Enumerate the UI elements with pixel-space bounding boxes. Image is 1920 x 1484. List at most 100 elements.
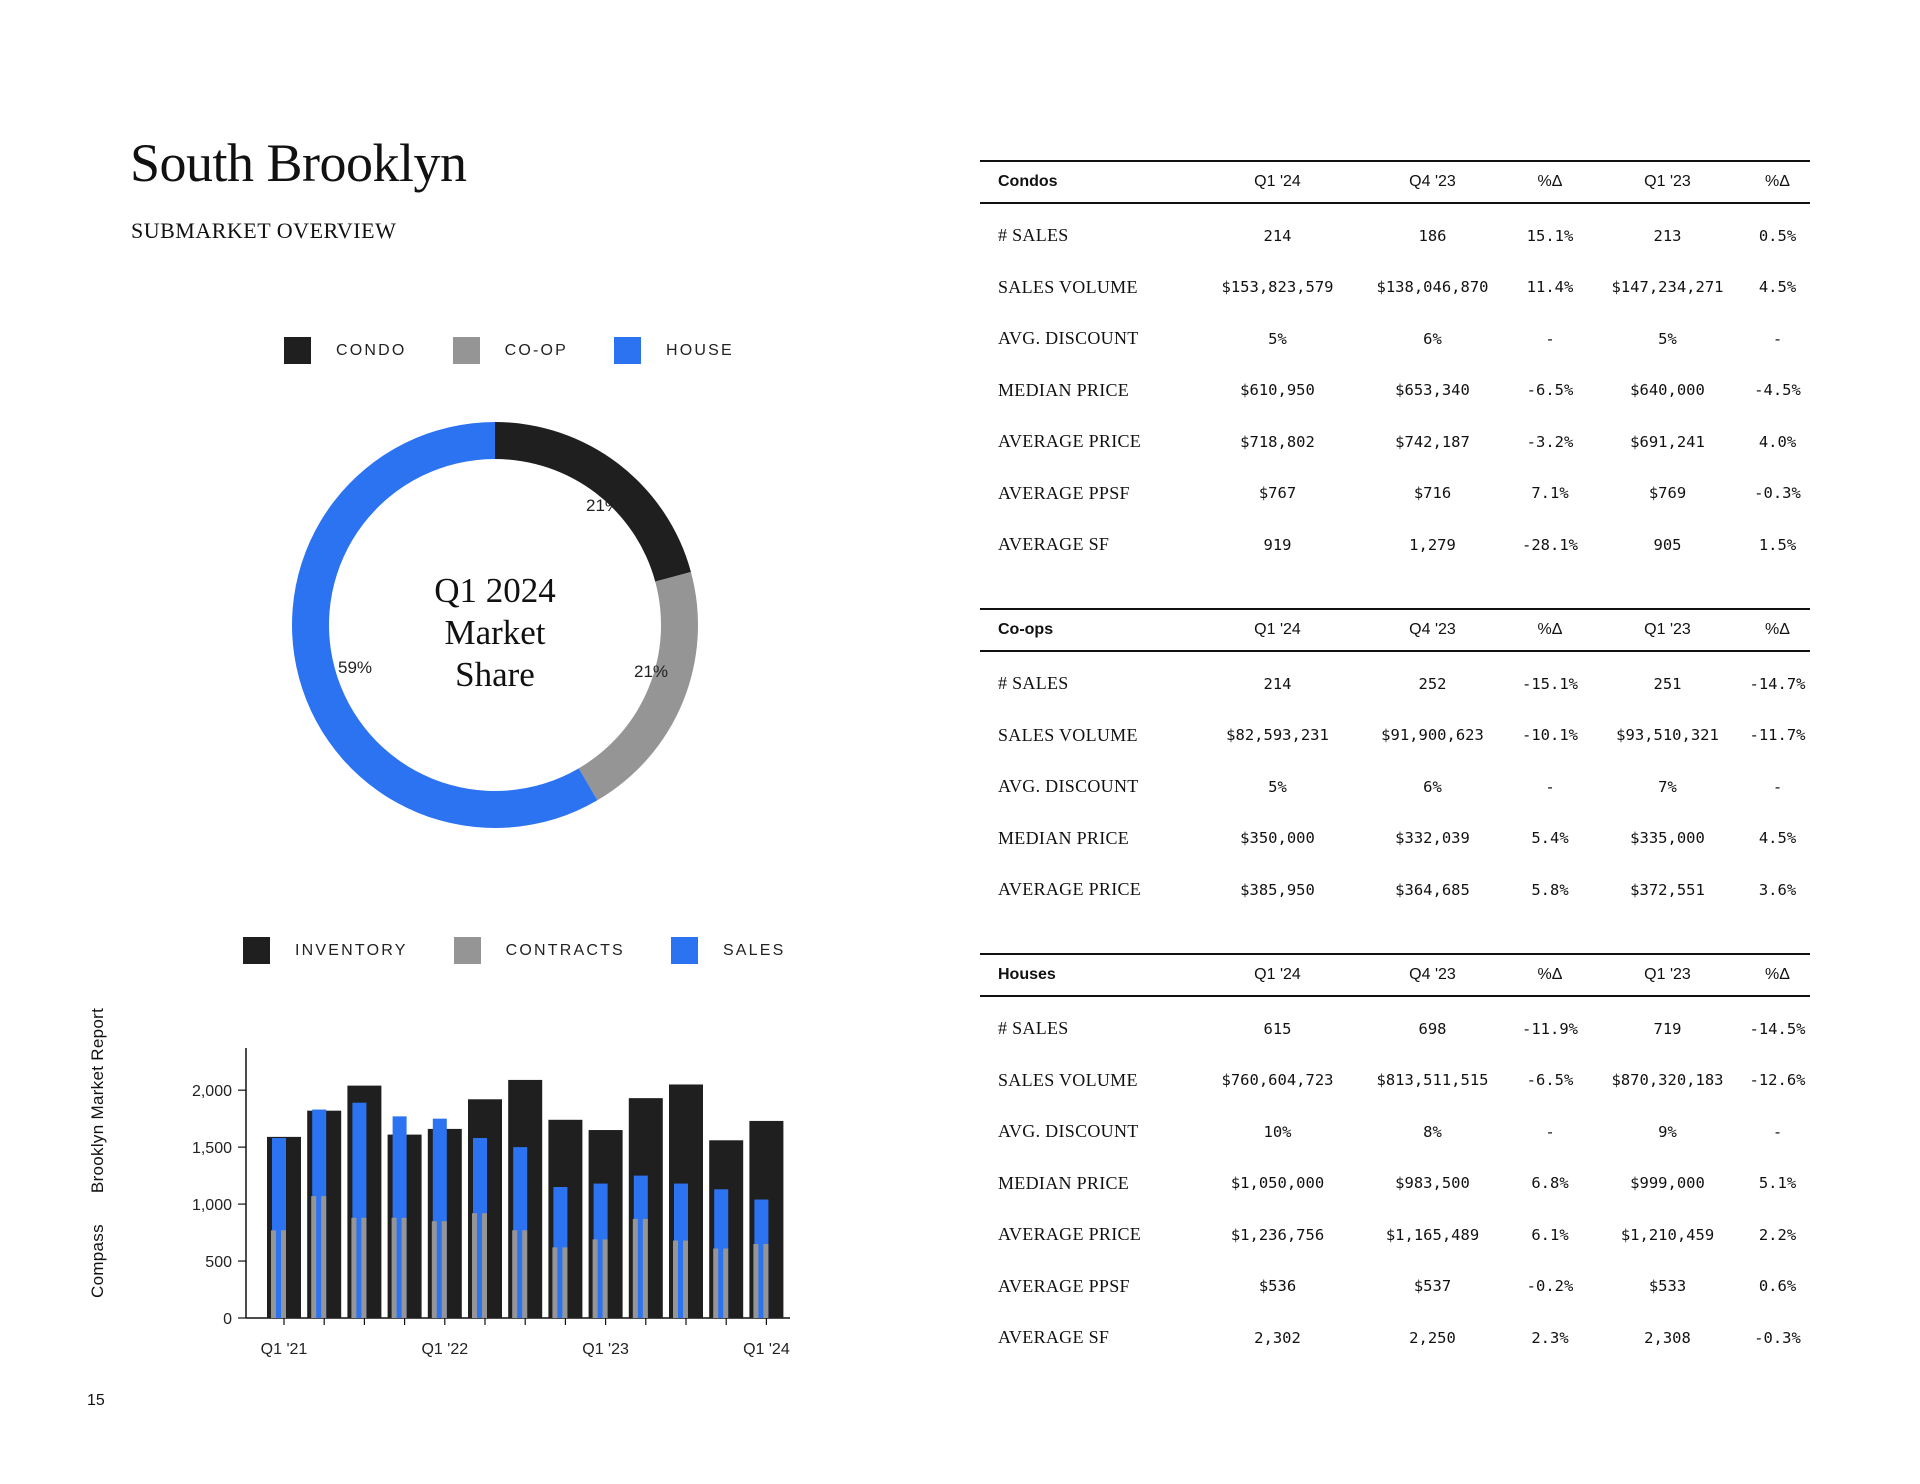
row-metric-label: AVG. DISCOUNT: [998, 776, 1139, 797]
table-cell: 214: [1263, 226, 1292, 245]
table-cell: $769: [1648, 484, 1687, 503]
table-header-row: Co-ops Q1 '24 Q4 '23 %Δ Q1 '23 %Δ: [980, 608, 1810, 652]
table-cell: 615: [1263, 1019, 1292, 1038]
table-cell: 698: [1418, 1019, 1447, 1038]
coops-table: Co-ops Q1 '24 Q4 '23 %Δ Q1 '23 %Δ # SALES 214 25…: [980, 608, 1810, 916]
x-tick-label: Q1 '24: [743, 1341, 790, 1358]
row-metric-label: SALES VOLUME: [998, 276, 1138, 297]
table-cell: $385,950: [1240, 880, 1315, 899]
table-row: AVG. DISCOUNT 10% 8% - 9% -: [980, 1106, 1810, 1158]
contracts-bar: [361, 1217, 367, 1318]
contracts-bar: [602, 1239, 608, 1318]
row-metric-label: MEDIAN PRICE: [998, 1172, 1130, 1193]
legend-label-house: HOUSE: [666, 341, 734, 359]
table-cell: 15.1%: [1526, 226, 1574, 245]
legend-swatch-contracts: [453, 937, 481, 964]
table-cell: 213: [1653, 226, 1682, 245]
table-row: AVG. DISCOUNT 5% 6% - 7% -: [980, 761, 1810, 813]
column-header: %Δ: [1510, 953, 1590, 997]
table-cell: 5%: [1268, 329, 1287, 348]
table-cell: 719: [1653, 1019, 1682, 1038]
table-cell: 7.1%: [1531, 484, 1569, 503]
table-row: # SALES 214 252 -15.1% 251 -14.7%: [980, 651, 1810, 710]
donut-legend: CONDO CO-OP HOUSE: [284, 337, 780, 364]
table-cell: $91,900,623: [1381, 726, 1484, 745]
table-title: Condos: [980, 160, 1200, 204]
contracts-bar: [431, 1221, 437, 1318]
row-metric-label: AVG. DISCOUNT: [998, 328, 1139, 349]
table-cell: -6.5%: [1526, 381, 1574, 400]
contracts-bar: [482, 1213, 487, 1318]
table-cell: $335,000: [1630, 829, 1705, 848]
table-cell: 5.1%: [1758, 1174, 1797, 1193]
table-cell: $610,950: [1240, 381, 1315, 400]
table-title: Houses: [980, 953, 1200, 997]
table-cell: -: [1772, 329, 1783, 348]
table-row: SALES VOLUME $82,593,231 $91,900,623 -10.1%…: [980, 710, 1810, 762]
row-metric-label: AVERAGE PRICE: [998, 879, 1142, 900]
table-cell: 214: [1263, 674, 1292, 693]
table-cell: 1,279: [1409, 535, 1456, 554]
table-row: AVERAGE PRICE $385,950 $364,685 5.8% $372,55…: [980, 864, 1810, 916]
contracts-bar: [723, 1248, 729, 1318]
condos-table: Condos Q1 '24 Q4 '23 %Δ Q1 '23 %Δ # SALES 214 18…: [980, 160, 1810, 571]
row-metric-label: MEDIAN PRICE: [998, 827, 1130, 848]
donut-center-line: Market: [444, 613, 546, 652]
table-cell: $716: [1413, 484, 1452, 503]
table-cell: -10.1%: [1522, 726, 1578, 745]
table-cell: -4.5%: [1754, 381, 1801, 400]
donut-center-line: Share: [455, 655, 535, 694]
column-header: Q4 '23: [1355, 608, 1510, 652]
contracts-bar: [673, 1240, 678, 1318]
table-cell: 0.6%: [1758, 1277, 1797, 1296]
x-tick-label: Q1 '23: [582, 1341, 629, 1358]
table-row: SALES VOLUME $760,604,723 $813,511,515 -6.5…: [980, 1055, 1810, 1107]
table-cell: 919: [1263, 535, 1292, 554]
contracts-bar: [642, 1218, 648, 1318]
donut-slice-house: [292, 422, 598, 829]
table-header-row: Condos Q1 '24 Q4 '23 %Δ Q1 '23 %Δ: [980, 160, 1810, 204]
table-cell: $718,802: [1240, 432, 1315, 451]
contracts-bar: [472, 1213, 477, 1318]
table-cell: -11.9%: [1522, 1019, 1578, 1038]
table-header-row: Houses Q1 '24 Q4 '23 %Δ Q1 '23 %Δ: [980, 953, 1810, 997]
table-cell: 1.5%: [1758, 535, 1797, 554]
contracts-bar: [311, 1196, 317, 1318]
table-cell: -0.2%: [1526, 1277, 1574, 1296]
page-title: South Brooklyn: [130, 133, 467, 193]
donut-label-coop: 21%: [634, 662, 669, 681]
table-cell: -: [1545, 1122, 1555, 1141]
table-cell: -14.7%: [1749, 674, 1806, 693]
column-header: Q1 '23: [1590, 608, 1745, 652]
column-header: Q1 '24: [1200, 608, 1355, 652]
table-cell: 5%: [1268, 777, 1287, 796]
table-cell: $1,165,489: [1385, 1225, 1480, 1244]
row-metric-label: AVG. DISCOUNT: [998, 1121, 1139, 1142]
row-metric-label: # SALES: [998, 673, 1069, 694]
donut-label-condo: 21%: [586, 496, 621, 515]
table-row: AVERAGE PRICE $718,802 $742,187 -3.2% $691,2…: [980, 416, 1810, 468]
legend-swatch-house: [614, 337, 642, 364]
contracts-bar: [713, 1248, 719, 1318]
table-cell: $983,500: [1395, 1174, 1470, 1193]
table-cell: -15.1%: [1522, 674, 1578, 693]
page-subtitle: SUBMARKET OVERVIEW: [131, 218, 397, 243]
table-cell: -14.5%: [1749, 1019, 1806, 1038]
table-cell: $760,604,723: [1221, 1071, 1334, 1090]
inventory-contracts-sales-chart: 0 500 1,000 1,500 2,000 Q1 '21 Q1 '22 Q1 '23 Q1 …: [150, 1040, 800, 1360]
table-cell: 2.3%: [1531, 1328, 1569, 1347]
table-cell: 905: [1653, 535, 1682, 554]
column-header: %Δ: [1745, 953, 1810, 997]
table-cell: 8%: [1423, 1122, 1442, 1141]
column-header: %Δ: [1510, 160, 1590, 204]
contracts-bar: [562, 1247, 568, 1318]
row-metric-label: AVERAGE PPSF: [998, 1275, 1130, 1296]
row-metric-label: AVERAGE PPSF: [998, 482, 1130, 503]
table-cell: $536: [1258, 1277, 1297, 1296]
table-cell: -3.2%: [1526, 432, 1574, 451]
table-cell: -12.6%: [1749, 1071, 1806, 1090]
table-cell: $742,187: [1395, 432, 1470, 451]
row-metric-label: # SALES: [998, 225, 1069, 246]
table-cell: -: [1545, 329, 1555, 348]
legend-label-condo: CONDO: [336, 341, 407, 359]
